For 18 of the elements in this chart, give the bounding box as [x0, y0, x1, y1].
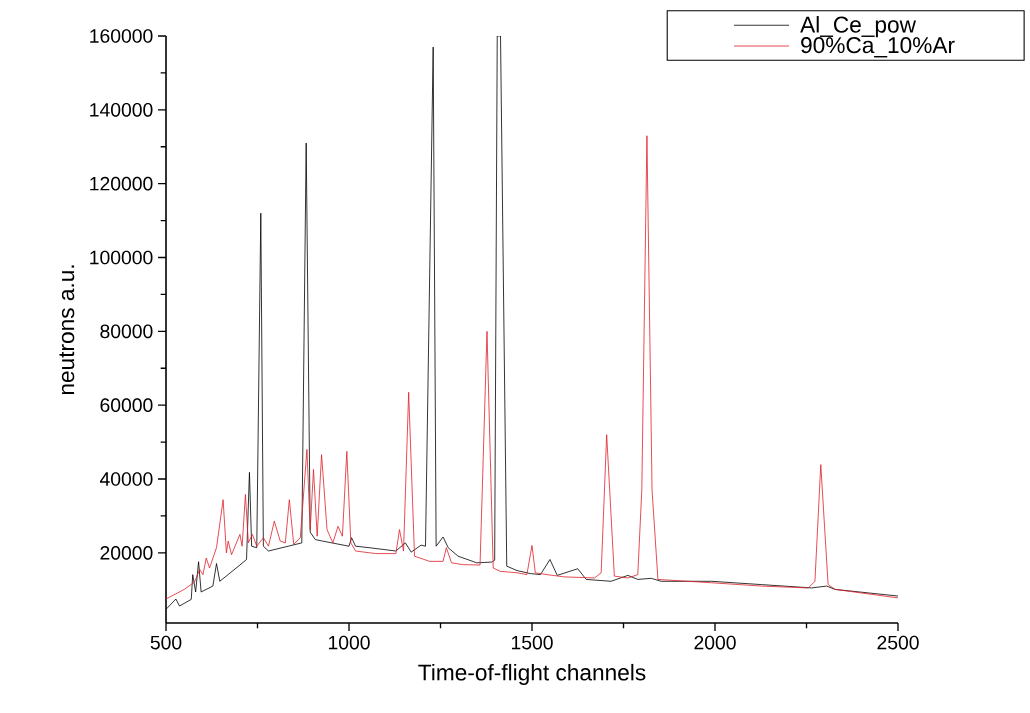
- y-tick-label: 60000: [100, 398, 153, 413]
- legend-label: Al_Ce_pow: [800, 16, 917, 38]
- line-series: [166, 135, 899, 600]
- x-tick-label: 1500: [511, 635, 553, 650]
- x-axis-title: Time-of-flight channels: [418, 663, 646, 686]
- y-tick-label: 120000: [90, 176, 153, 191]
- y-tick-label: 140000: [90, 102, 153, 117]
- y-tick-label: 20000: [100, 546, 153, 560]
- y-tick-label: 80000: [100, 324, 153, 339]
- y-tick-label: 40000: [99, 472, 153, 486]
- x-tick-label: 2000: [694, 635, 736, 650]
- y-tick-label: 160000: [90, 29, 153, 43]
- x-tick-label: 2500: [877, 635, 919, 650]
- y-tick-label: 100000: [90, 250, 153, 265]
- x-tick-label: 1000: [328, 635, 370, 650]
- legend-label: 90%Ca_10%Ar: [801, 37, 955, 58]
- x-tick-label: 500: [150, 635, 182, 650]
- y-axis-title: neutrons a.u.: [59, 265, 75, 395]
